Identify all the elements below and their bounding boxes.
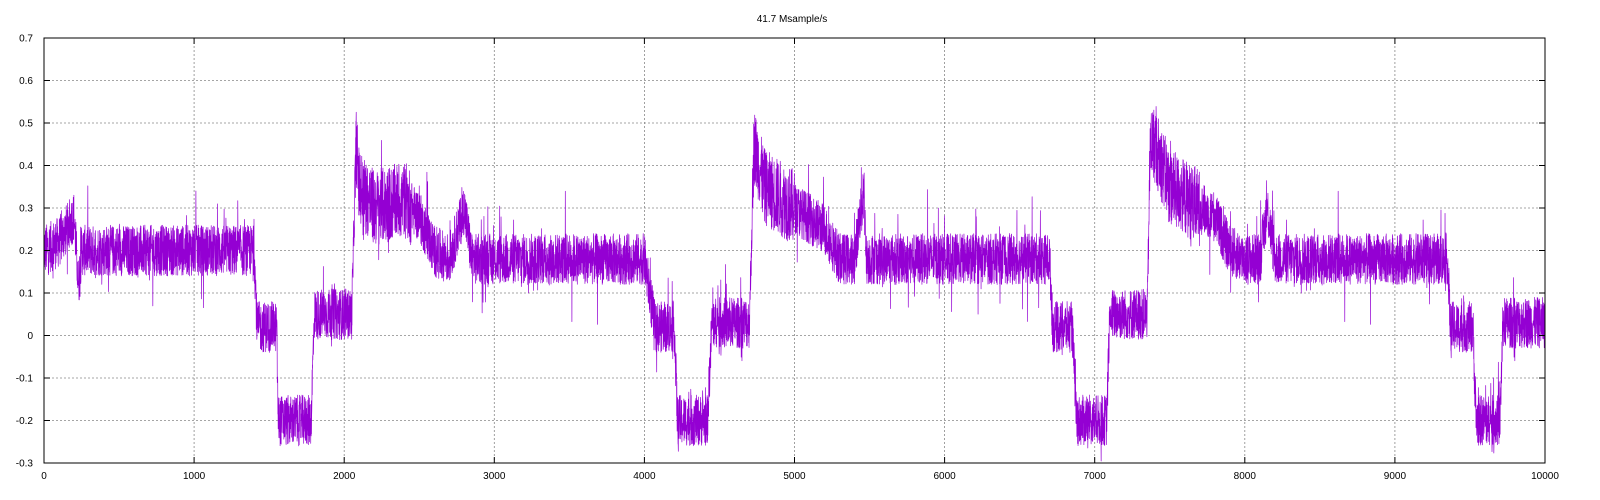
x-tick-label: 4000 bbox=[633, 471, 656, 482]
axis-ticks bbox=[43, 37, 1546, 464]
y-tick-label: 0.7 bbox=[19, 34, 33, 45]
y-tick-label: 0.3 bbox=[19, 204, 33, 215]
x-tick-label: 0 bbox=[41, 471, 47, 482]
series-line bbox=[43, 106, 1546, 462]
y-tick-label: -0.3 bbox=[16, 459, 34, 470]
x-tick-label: 9000 bbox=[1384, 471, 1407, 482]
x-tick-label: 2000 bbox=[333, 471, 356, 482]
x-tick-label: 8000 bbox=[1234, 471, 1257, 482]
x-tick-label: 5000 bbox=[783, 471, 806, 482]
y-tick-label: 0.5 bbox=[19, 119, 33, 130]
series-layer bbox=[43, 106, 1546, 462]
y-tick-label: -0.2 bbox=[16, 416, 34, 427]
y-tick-label: -0.1 bbox=[16, 374, 34, 385]
y-tick-label: 0.1 bbox=[19, 289, 33, 300]
x-tick-label: 6000 bbox=[933, 471, 956, 482]
y-tick-label: 0.4 bbox=[19, 161, 33, 172]
y-axis: -0.3 -0.2 -0.1 0 0.1 0.2 0.3 0.4 0.5 0.6 0.7 bbox=[16, 34, 34, 470]
chart-title: 41.7 Msample/s bbox=[757, 14, 828, 25]
y-tick-label: 0.2 bbox=[19, 246, 33, 257]
x-tick-label: 7000 bbox=[1084, 471, 1107, 482]
x-axis: 0 1000 2000 3000 4000 5000 6000 7000 8000 9000 100… bbox=[41, 471, 1559, 482]
grid-lines bbox=[44, 38, 1545, 463]
y-tick-label: 0 bbox=[27, 331, 33, 342]
x-tick-label: 10000 bbox=[1531, 471, 1559, 482]
x-tick-label: 1000 bbox=[183, 471, 206, 482]
x-tick-label: 3000 bbox=[483, 471, 506, 482]
y-tick-label: 0.6 bbox=[19, 76, 33, 87]
